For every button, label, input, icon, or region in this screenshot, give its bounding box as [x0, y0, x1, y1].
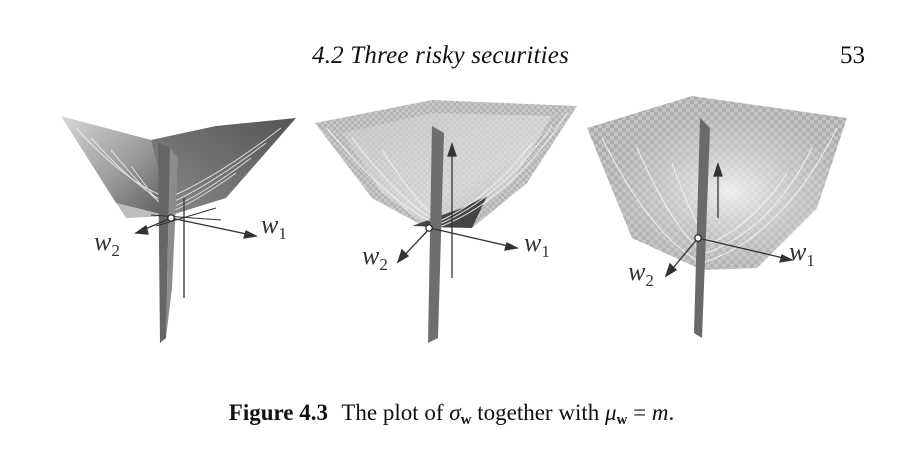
- caption-text-middle: together with: [477, 400, 600, 425]
- sigma-subscript: w: [460, 412, 472, 428]
- running-head: 4.2 Three risky securities 53: [0, 42, 903, 76]
- surface-plot-2: w1 w2: [312, 88, 587, 348]
- vertical-plane: [694, 118, 710, 338]
- axes: [664, 161, 795, 278]
- axis-label-w1: w1: [261, 210, 287, 243]
- surface: [61, 116, 296, 218]
- axis-label-w1: w1: [789, 237, 815, 270]
- surface-plot-3: w1 w2: [582, 88, 857, 348]
- mu-symbol: μ: [604, 400, 617, 425]
- axis-label-w2: w2: [628, 257, 654, 290]
- figure-4-3: w1 w2: [0, 88, 903, 358]
- axes: [396, 141, 520, 278]
- section-title: 4.2 Three risky securities: [312, 42, 570, 69]
- page-number: 53: [840, 42, 865, 69]
- axes: [134, 198, 259, 298]
- axis-label-w1: w1: [524, 228, 550, 261]
- caption-label: Figure 4.3: [228, 400, 328, 425]
- equals-sign: =: [633, 400, 647, 425]
- axis-label-w2: w2: [362, 241, 388, 274]
- m-symbol: m: [651, 400, 669, 425]
- caption-text-before: The plot of: [341, 400, 444, 425]
- surface: [315, 100, 577, 228]
- sigma-symbol: σ: [449, 400, 461, 425]
- caption-period: .: [668, 400, 675, 425]
- axis-label-w2: w2: [94, 227, 120, 260]
- surface-plot-1: w1 w2: [56, 88, 306, 348]
- figure-caption: Figure 4.3 The plot of σw together with …: [0, 400, 903, 429]
- surface: [587, 96, 847, 270]
- vertical-plane: [428, 126, 444, 343]
- vertical-plane: [158, 143, 178, 343]
- mu-subscript: w: [616, 412, 628, 428]
